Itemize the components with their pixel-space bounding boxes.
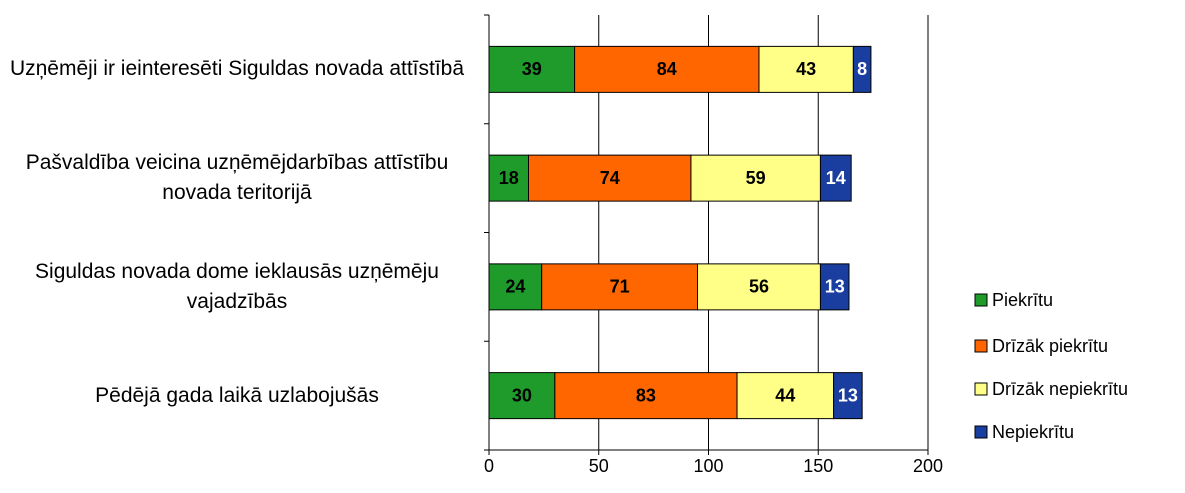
- legend-label: Nepiekrītu: [992, 422, 1074, 442]
- legend-swatch: [974, 293, 988, 307]
- value-label: 18: [499, 168, 519, 188]
- value-label: 13: [838, 385, 858, 405]
- legend-label: Drīzāk nepiekrītu: [992, 379, 1128, 399]
- bar-segment: [758, 45, 854, 93]
- value-label: 14: [826, 168, 846, 188]
- x-tick-label: 0: [484, 456, 494, 476]
- bar-segment: [819, 154, 852, 202]
- legend-label: Drīzāk piekrītu: [992, 336, 1108, 356]
- value-label: 74: [600, 168, 620, 188]
- bar-segment: [690, 154, 821, 202]
- bar-segment: [833, 372, 863, 420]
- value-label: 43: [796, 59, 816, 79]
- value-label: 56: [749, 277, 769, 297]
- value-label: 44: [775, 385, 795, 405]
- y-tick-label: Siguldas novada dome ieklausās uzņēmēju …: [35, 259, 439, 313]
- bar-segment: [697, 263, 821, 311]
- y-tick-label: Uzņēmēji ir ieinteresēti Siguldas novada…: [9, 57, 465, 81]
- value-label: 13: [825, 277, 845, 297]
- x-tick-label: 200: [913, 456, 943, 476]
- value-label: 71: [610, 277, 630, 297]
- value-label: 24: [505, 277, 525, 297]
- bar-segment: [554, 372, 738, 420]
- value-label: 84: [657, 59, 677, 79]
- bar-segment: [488, 372, 556, 420]
- y-tick-label: Pašvaldība veicina uzņēmējdarbības attīs…: [25, 151, 449, 205]
- y-tick-label: Pēdējā gada laikā uzlabojušās: [95, 383, 379, 407]
- legend-swatch: [974, 425, 988, 439]
- value-label: 30: [512, 385, 532, 405]
- bar-segment: [736, 372, 835, 420]
- bar-segment: [488, 45, 576, 93]
- bar-segment: [488, 154, 530, 202]
- bar-segment: [528, 154, 692, 202]
- x-tick-label: 150: [803, 456, 833, 476]
- legend-label: Piekrītu: [992, 290, 1053, 310]
- legend-swatch: [974, 339, 988, 353]
- value-label: 8: [857, 59, 867, 79]
- bar-segment: [541, 263, 699, 311]
- bar-segment: [488, 263, 543, 311]
- value-label: 39: [522, 59, 542, 79]
- bar-segment: [852, 45, 872, 93]
- value-label: 83: [636, 385, 656, 405]
- x-tick-label: 50: [589, 456, 609, 476]
- value-label: 59: [746, 168, 766, 188]
- bar-segment: [819, 263, 850, 311]
- legend-swatch: [974, 382, 988, 396]
- x-tick-label: 100: [693, 456, 723, 476]
- bar-segment: [574, 45, 760, 93]
